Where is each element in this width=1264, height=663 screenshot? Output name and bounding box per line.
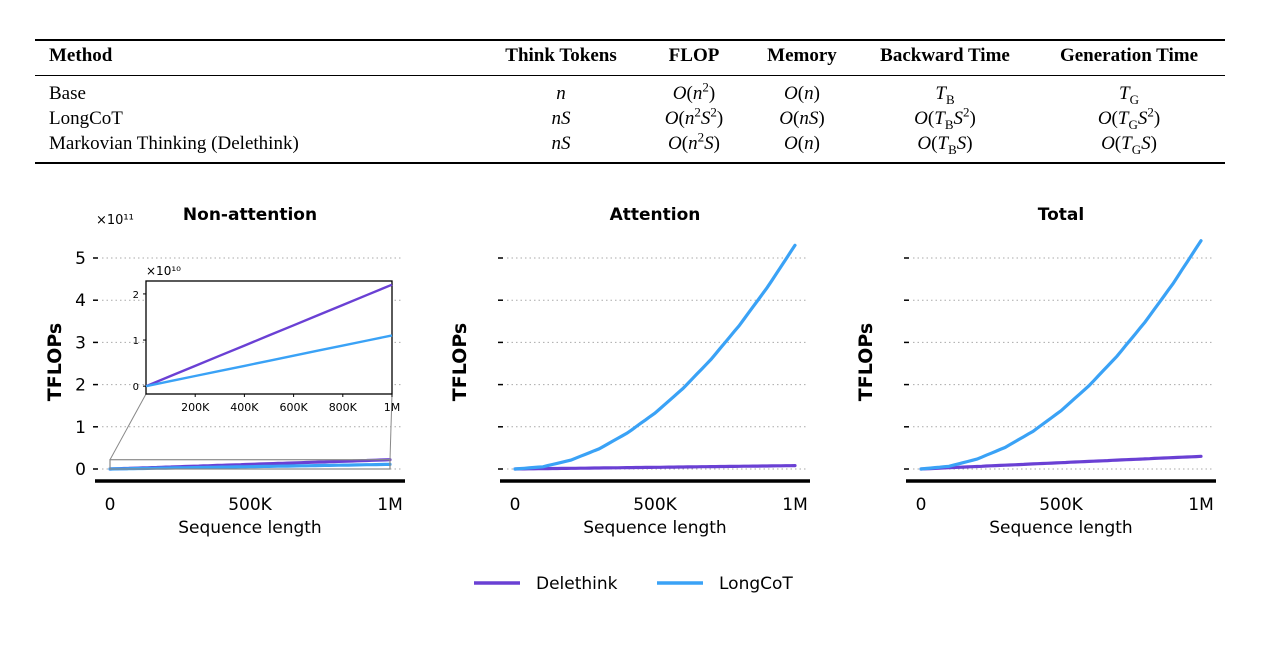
x-axis-label: Sequence length [583, 518, 726, 538]
x-tick-label: 0 [916, 495, 927, 515]
inset-frame [145, 280, 393, 395]
chart-panel-non-attention: Non-attention ×10¹¹ 0 1 2 3 4 5 0 500K 1M Sequence … [44, 205, 405, 538]
x-tick-label: 0 [105, 495, 116, 515]
inset-y-tick-label: 1 [133, 336, 139, 347]
x-axis-label: Sequence length [178, 518, 321, 538]
inset-y-tick-label: 2 [133, 290, 139, 301]
table-cell: O(TGS2) [1097, 104, 1161, 132]
y-multiplier: ×10¹¹ [96, 213, 134, 228]
header-memory: Memory [767, 45, 837, 66]
zoom-inset: 0 1 2 200K 400K 600K 800K 1M ×10¹⁰ [109, 264, 401, 470]
y-tick-label: 2 [75, 376, 86, 396]
legend-label-longcot: LongCoT [719, 574, 793, 594]
y-tick-label: 3 [75, 333, 86, 353]
x-tick-label: 500K [1039, 495, 1083, 515]
mid-rule [35, 75, 1225, 76]
inset-x-tick-label: 600K [279, 401, 308, 414]
inset-y-tick-label: 0 [133, 382, 139, 393]
row-method: Markovian Thinking (Delethink) [49, 133, 299, 154]
table-cell: O(n2) [672, 79, 716, 104]
y-axis-label: TFLOPs [44, 323, 66, 401]
x-tick-label: 500K [228, 495, 272, 515]
table-cell: TB [935, 83, 955, 107]
legend-label-delethink: Delethink [536, 574, 618, 594]
row-method: Base [49, 83, 86, 104]
y-tick-label: 5 [75, 249, 86, 269]
table-cell: O(TBS2) [914, 104, 976, 132]
top-rule [35, 39, 1225, 41]
chart-panel-attention: Attention 0 500K 1M Sequence length TFLOPs [449, 205, 810, 538]
row-method: LongCoT [49, 108, 123, 129]
table-cell: O(TGS) [1101, 133, 1157, 157]
chart-title: Total [1038, 205, 1084, 225]
x-tick-label: 500K [633, 495, 677, 515]
header-generation-time: Generation Time [1059, 45, 1199, 66]
inset-x-tick-label: 400K [230, 401, 259, 414]
zoom-connector [109, 393, 147, 460]
x-axis-label: Sequence length [989, 518, 1132, 538]
inset-x-tick-label: 800K [329, 401, 358, 414]
inset-series-line-longcot [145, 334, 393, 388]
x-tick-label: 1M [782, 495, 807, 515]
zoom-region-box [109, 459, 391, 470]
table-cell: O(n2S) [668, 129, 720, 154]
table-cell: O(n2S2) [664, 104, 724, 129]
header-think-tokens: Think Tokens [505, 45, 617, 66]
x-tick-label: 1M [1188, 495, 1213, 515]
table-cell: TG [1119, 83, 1139, 107]
y-axis-label: TFLOPs [449, 323, 471, 401]
header-flop: FLOP [668, 45, 720, 66]
y-tick-label: 0 [75, 460, 86, 480]
y-axis-label: TFLOPs [855, 323, 877, 401]
bottom-rule [35, 162, 1225, 164]
table-cell: n [556, 83, 566, 104]
x-tick-label: 1M [377, 495, 402, 515]
header-backward-time: Backward Time [880, 45, 1010, 66]
x-tick-label: 0 [510, 495, 521, 515]
zoom-connector [389, 393, 393, 460]
table-cell: nS [551, 108, 571, 129]
series-line-longcot [108, 462, 392, 471]
table-cell: O(n) [784, 83, 820, 104]
series-line-delethink [513, 464, 797, 471]
legend: Delethink LongCoT [474, 574, 793, 594]
y-tick-label: 4 [75, 291, 86, 311]
table-cell: O(nS) [779, 108, 825, 129]
table-cell: O(n) [784, 133, 820, 154]
header-method: Method [49, 45, 113, 66]
series-line-delethink [919, 454, 1203, 471]
series-line-longcot [919, 239, 1203, 471]
inset-x-tick-label: 1M [384, 401, 401, 414]
y-tick-label: 1 [75, 418, 86, 438]
chart-panel-total: Total 0 500K 1M Sequence length TFLOPs [855, 205, 1216, 538]
inset-x-tick-label: 200K [181, 401, 210, 414]
table-cell: O(TBS) [917, 133, 973, 157]
chart-title: Non-attention [183, 205, 317, 225]
series-line-longcot [513, 243, 797, 471]
inset-y-multiplier: ×10¹⁰ [146, 264, 181, 278]
table-cell: nS [551, 133, 571, 154]
chart-title: Attention [610, 205, 701, 225]
inset-series-line-delethink [145, 283, 393, 388]
